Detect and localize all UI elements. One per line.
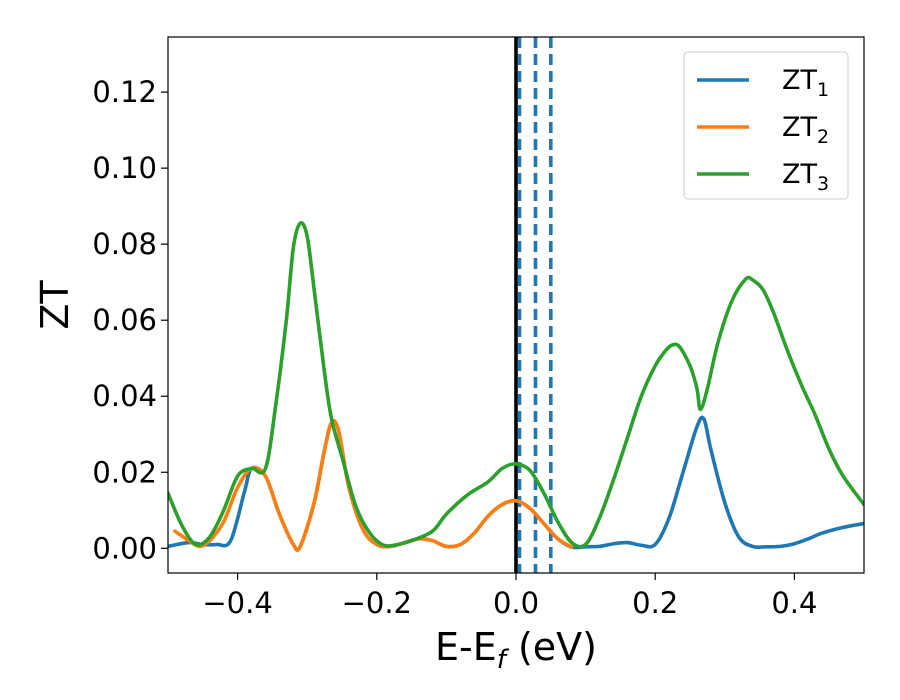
x-axis-title-suffix: (eV) <box>506 625 597 669</box>
x-axis-ticks: −0.4 −0.2 0.0 0.2 0.4 <box>202 573 817 620</box>
x-axis-title-main: E-E <box>435 625 497 669</box>
y-tick-label: 0.10 <box>92 151 157 185</box>
y-axis-ticks: 0.00 0.02 0.04 0.06 0.08 0.10 0.12 <box>92 75 168 565</box>
series-layer <box>168 221 864 553</box>
x-tick-label: 0.4 <box>771 586 817 620</box>
y-tick-label: 0.12 <box>92 75 157 109</box>
reference-lines <box>514 37 553 573</box>
legend-frame <box>683 51 849 200</box>
y-axis-title: ZT <box>33 280 77 330</box>
series-line-zt2 <box>173 419 574 553</box>
x-tick-label: −0.4 <box>202 586 272 620</box>
x-axis-title: E-Ef (eV) <box>435 625 597 675</box>
x-tick-label: −0.2 <box>342 586 412 620</box>
legend-label-zt1: ZT1 <box>782 65 829 101</box>
x-tick-label: 0.0 <box>493 586 539 620</box>
y-tick-label: 0.02 <box>92 455 157 489</box>
legend: ZT1 ZT2 ZT3 <box>683 51 849 200</box>
series-line-zt3 <box>168 221 864 549</box>
legend-label-zt2: ZT2 <box>782 112 829 148</box>
y-tick-label: 0.08 <box>92 227 157 261</box>
legend-label-zt3: ZT3 <box>782 159 829 195</box>
y-tick-label: 0.04 <box>92 379 157 413</box>
y-tick-label: 0.06 <box>92 303 157 337</box>
y-tick-label: 0.00 <box>92 531 157 565</box>
x-tick-label: 0.2 <box>632 586 678 620</box>
